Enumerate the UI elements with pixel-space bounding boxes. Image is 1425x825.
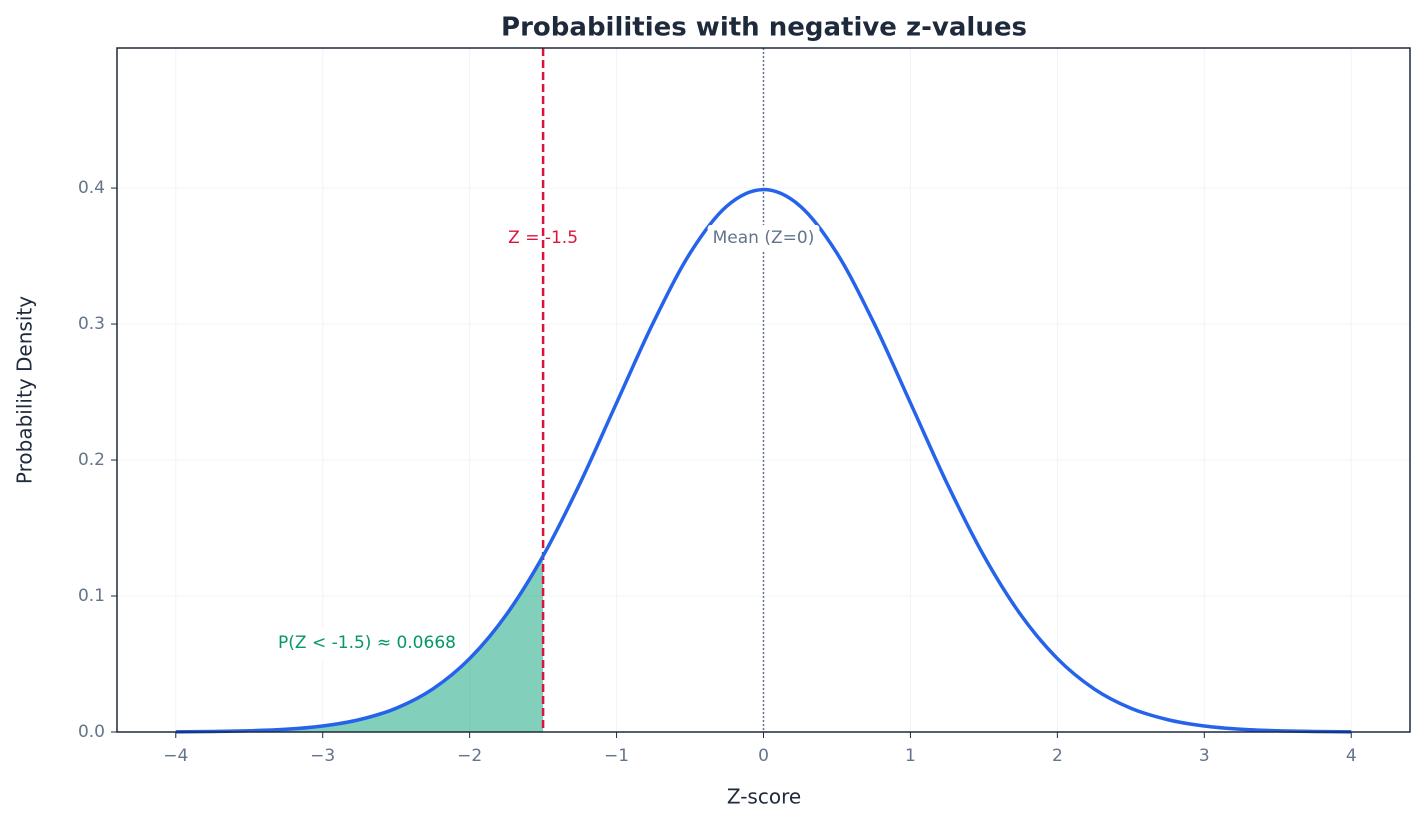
x-tick-label: 1: [905, 746, 916, 766]
x-tick-label: −4: [163, 746, 188, 766]
label-background: [270, 628, 464, 658]
y-tick-label: 0.4: [78, 178, 105, 198]
x-tick-label: 0: [758, 746, 769, 766]
x-tick-label: −1: [604, 746, 629, 766]
x-tick-label: −2: [457, 746, 482, 766]
y-tick-label: 0.1: [78, 586, 105, 606]
density-curve: [175, 187, 1352, 734]
x-tick-label: 3: [1199, 746, 1210, 766]
shaded-area: [175, 555, 544, 732]
y-axis-label: Probability Density: [13, 296, 37, 484]
y-tick-label: 0.2: [78, 450, 105, 470]
x-axis-label: Z-score: [727, 785, 801, 809]
reference-label: Mean (Z=0): [713, 228, 815, 248]
y-tick-label: 0.0: [78, 722, 105, 742]
label-background: [707, 225, 820, 251]
y-tick-label: 0.3: [78, 314, 105, 334]
x-tick-label: −3: [310, 746, 335, 766]
chart-title: Probabilities with negative z-values: [501, 13, 1027, 43]
plot-frame: [116, 47, 1411, 733]
probability-annotation: P(Z < -1.5) ≈ 0.0668: [278, 633, 456, 653]
x-tick-label: 4: [1346, 746, 1357, 766]
x-tick-label: 2: [1052, 746, 1063, 766]
reference-label: Z = -1.5: [508, 228, 578, 248]
